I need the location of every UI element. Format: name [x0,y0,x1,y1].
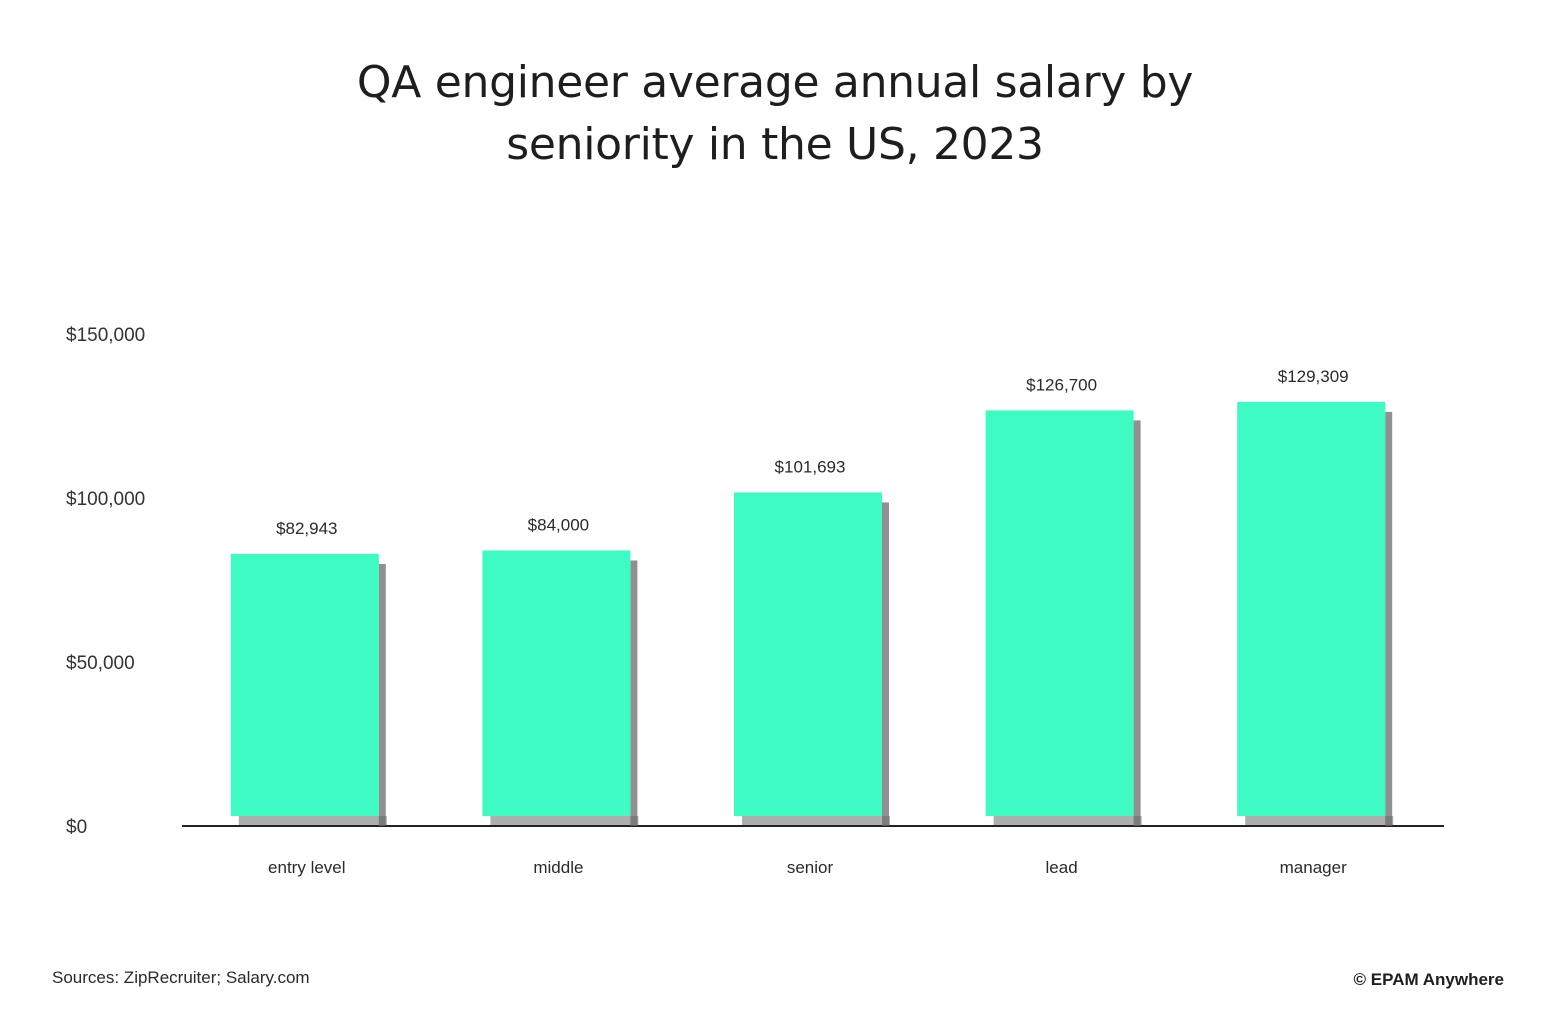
bar-value-label: $84,000 [528,515,589,534]
x-tick-label: manager [1280,858,1347,877]
bar-shadow-bottom [742,816,890,825]
bar-value-label: $101,693 [775,457,846,476]
bar-lead [985,410,1134,816]
y-tick-label: $150,000 [66,325,145,346]
x-tick-label: entry level [268,858,345,877]
y-axis-tick-labels: $0 $50,000 $100,000 $150,000 [66,325,145,838]
bar-middle [482,550,631,816]
bar-shadow [378,563,386,826]
y-tick-label: $50,000 [66,653,135,674]
bar-manager [1237,401,1386,816]
source-note: Sources: ZipRecruiter; Salary.com [52,968,310,987]
chart-title: QA engineer average annual salary by sen… [0,52,1550,176]
bar-entry-level [230,553,379,816]
bar-shadow-bottom [1245,816,1394,825]
bar-shadow [1385,411,1393,826]
bars: $82,943 $84,000 $101,693 $126,700 $129,309 [230,367,1394,826]
bar-value-label: $129,309 [1278,367,1349,386]
bar-shadow [630,560,638,826]
bar-shadow-bottom [993,816,1142,825]
brand-credit: © EPAM Anywhere [1353,970,1504,989]
bar-shadow [1133,420,1141,826]
bar-value-label: $82,943 [276,519,337,538]
x-tick-label: senior [787,858,834,877]
bar-shadow-bottom [490,816,639,825]
chart-title-line-1: QA engineer average annual salary by [356,57,1194,108]
x-tick-label: lead [1046,858,1078,877]
chart-title-line-2: seniority in the US, 2023 [506,119,1044,170]
bar-senior [734,492,882,816]
bar-shadow-bottom [238,816,387,825]
y-tick-label: $100,000 [66,489,145,510]
bar-shadow [882,502,889,826]
x-axis-tick-labels: entry level middle senior lead manager [268,858,1347,877]
x-tick-label: middle [533,858,583,877]
bar-value-label: $126,700 [1026,375,1097,394]
y-tick-label: $0 [66,817,87,838]
